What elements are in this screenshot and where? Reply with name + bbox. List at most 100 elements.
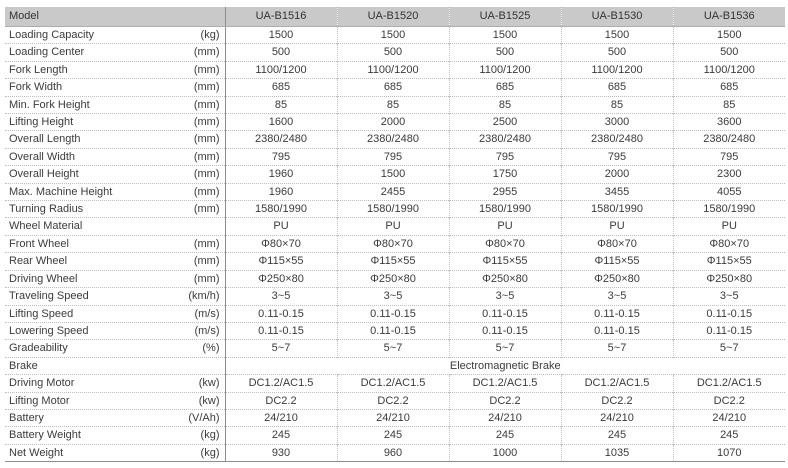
spec-value-cell: 1100/1200: [448, 60, 561, 79]
table-row: Loading Center (mm) 500 500 500 500 500: [5, 43, 785, 62]
spec-label: Driving Motor: [9, 377, 75, 390]
spec-value-cell: Φ115×55: [224, 252, 337, 271]
table-row: Wheel Material PU PU PU PU PU: [5, 217, 785, 236]
spec-value-cell: DC1.2/AC1.5: [224, 374, 337, 393]
spec-value-cell: 500: [672, 43, 785, 62]
spec-unit: (mm): [193, 150, 220, 163]
table-row: Turning Radius (mm) 1580/1990 1580/1990 1580…: [5, 200, 785, 218]
spec-label: Fork Width: [9, 81, 63, 94]
spec-value-cell: 795: [448, 147, 561, 166]
spec-value-cell: 1580/1990: [672, 200, 785, 218]
spec-value-cell: 2000: [336, 113, 449, 131]
spec-value-cell: DC2.2: [448, 391, 561, 410]
spec-value-cell: Φ80×70: [560, 234, 673, 253]
spec-value-cell: 24/210: [224, 408, 337, 427]
table-row: Loading Capacity (kg) 1500 1500 1500 1500 1500: [5, 26, 785, 44]
spec-value-cell: 1750: [448, 165, 561, 184]
spec-label: Net Weight: [9, 446, 64, 459]
spec-value-cell: 500: [336, 43, 449, 62]
spec-value-cell: 1580/1990: [224, 200, 337, 218]
spec-value-cell: 85: [560, 95, 673, 114]
spec-value-cell: 500: [224, 43, 337, 62]
spec-label-cell: Min. Fork Height (mm): [5, 95, 225, 114]
spec-unit: (kg): [200, 429, 220, 442]
model-column-header: UA-B1530: [560, 7, 673, 27]
page: { "table": { "header": { "label": "Model…: [0, 7, 788, 468]
spec-value-cell: 1500: [224, 26, 337, 44]
spec-value-cell: 2300: [672, 165, 785, 184]
spec-value-cell: 1960: [224, 165, 337, 184]
model-column-header: UA-B1536: [672, 7, 785, 27]
spec-value-cell: 795: [560, 147, 673, 166]
spec-label: Lowering Speed: [9, 324, 89, 337]
spec-label: Max. Machine Height: [9, 185, 113, 198]
spec-value-cell: Φ115×55: [336, 252, 449, 271]
spec-value-cell: Φ250×80: [560, 269, 673, 288]
spec-value-cell: 685: [224, 78, 337, 97]
spec-value-cell: 85: [448, 95, 561, 114]
table-row: Fork Width (mm) 685 685 685 685 685: [5, 78, 785, 97]
spec-unit: (%): [202, 342, 220, 355]
table-row: Traveling Speed (km/h) 3~5 3~5 3~5 3~5 3~5: [5, 287, 785, 305]
spec-label-cell: Fork Length (mm): [5, 60, 225, 79]
spec-value-cell: 0.11-0.15: [336, 304, 449, 323]
spec-value-cell: 0.11-0.15: [560, 321, 673, 340]
spec-value-cell: Φ115×55: [448, 252, 561, 271]
spec-label-cell: Loading Center (mm): [5, 43, 225, 62]
spec-value-cell: 0.11-0.15: [560, 304, 673, 323]
spec-value-cell: 5~7: [224, 339, 337, 358]
spec-unit: (mm): [193, 63, 220, 76]
spec-unit: (kw): [198, 377, 220, 390]
table-row: Front Wheel (mm) Φ80×70 Φ80×70 Φ80×70 Φ80×70 Φ…: [5, 234, 785, 253]
spec-value-cell: PU: [224, 217, 337, 236]
table-row: Rear Wheel (mm) Φ115×55 Φ115×55 Φ115×55 Φ115×…: [5, 252, 785, 271]
spec-value-cell: 3~5: [560, 287, 673, 305]
table-row: Lowering Speed (m/s) 0.11-0.15 0.11-0.15 0.1…: [5, 321, 785, 340]
spec-value-cell: 1500: [672, 26, 785, 44]
spec-value-cell: 0.11-0.15: [336, 321, 449, 340]
spec-value-cell: 960: [336, 443, 449, 462]
model-column-header: UA-B1520: [336, 7, 449, 27]
spec-value-cell: 2380/2480: [336, 130, 449, 149]
spec-value-cell: DC1.2/AC1.5: [448, 374, 561, 393]
spec-value-cell: 1100/1200: [560, 60, 673, 79]
spec-value-cell: 795: [336, 147, 449, 166]
table-row: Fork Length (mm) 1100/1200 1100/1200 1100/12…: [5, 60, 785, 79]
spec-unit: (m/s): [194, 324, 220, 337]
spec-unit: (mm): [193, 116, 220, 129]
spec-value-cell: 85: [336, 95, 449, 114]
spec-value-cell: DC2.2: [336, 391, 449, 410]
spec-label-cell: Driving Wheel (mm): [5, 269, 225, 288]
spec-label-cell: Lifting Height (mm): [5, 113, 225, 131]
spec-label: Lifting Motor: [9, 394, 70, 407]
spec-label: Lifting Height: [9, 116, 74, 129]
spec-value-cell: 3~5: [672, 287, 785, 305]
table-row: Overall Length (mm) 2380/2480 2380/2480 2380…: [5, 130, 785, 149]
table-row: Battery (V/Ah) 24/210 24/210 24/210 24/210 24/…: [5, 408, 785, 427]
spec-value-cell: 2000: [560, 165, 673, 184]
spec-unit: (mm): [193, 185, 220, 198]
spec-value-cell: Φ115×55: [672, 252, 785, 271]
table-row: Max. Machine Height (mm) 1960 2455 2955 3455 4…: [5, 182, 785, 201]
spec-value-cell: 3455: [560, 182, 673, 201]
table-row: Lifting Speed (m/s) 0.11-0.15 0.11-0.15 0.11…: [5, 304, 785, 323]
spec-value-cell: 5~7: [448, 339, 561, 358]
spec-label-cell: Net Weight (kg): [5, 443, 225, 462]
spec-value-cell: 1100/1200: [672, 60, 785, 79]
spec-value-cell: 24/210: [336, 408, 449, 427]
spec-value-cell: 2380/2480: [224, 130, 337, 149]
spec-unit: (mm): [193, 98, 220, 111]
spec-value-cell: 245: [224, 426, 337, 445]
table-row: Driving Motor (kw) DC1.2/AC1.5 DC1.2/AC1.5 D…: [5, 374, 785, 393]
spec-unit: (kg): [200, 446, 220, 459]
spec-value-cell: 24/210: [672, 408, 785, 427]
spec-table: Model UA-B1516 UA-B1520 UA-B1525 UA-B153…: [5, 7, 785, 463]
spec-label-cell: Battery Weight (kg): [5, 426, 225, 445]
spec-unit: (mm): [193, 46, 220, 59]
spec-value-cell: 1500: [336, 165, 449, 184]
spec-label: Front Wheel: [9, 237, 69, 250]
spec-value-cell: PU: [560, 217, 673, 236]
spec-value-cell: 0.11-0.15: [672, 304, 785, 323]
spec-label: Traveling Speed: [9, 290, 89, 303]
model-header-cell: Model: [5, 7, 225, 27]
